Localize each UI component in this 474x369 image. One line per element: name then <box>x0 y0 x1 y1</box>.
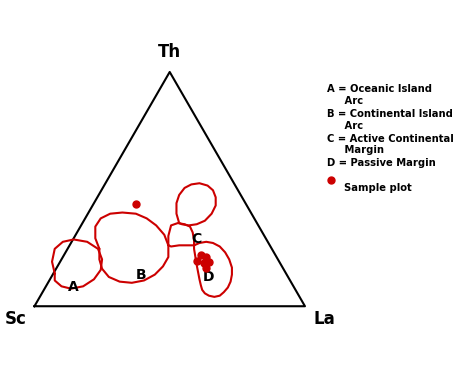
Text: B = Continental Island
     Arc: B = Continental Island Arc <box>327 109 453 131</box>
Text: Th: Th <box>158 43 181 61</box>
Point <box>200 260 207 266</box>
Text: C = Active Continental
     Margin: C = Active Continental Margin <box>327 134 453 155</box>
Point <box>205 259 213 265</box>
Text: A: A <box>68 280 79 294</box>
Text: D = Passive Margin: D = Passive Margin <box>327 158 435 168</box>
Text: C: C <box>191 232 202 246</box>
Point <box>328 177 335 183</box>
Text: D: D <box>203 270 215 284</box>
Text: Sc: Sc <box>4 310 27 328</box>
Point <box>202 254 210 260</box>
Point <box>193 258 201 263</box>
Point <box>202 265 210 270</box>
Point <box>197 252 205 258</box>
Point <box>132 201 140 207</box>
Text: Sample plot: Sample plot <box>344 183 412 193</box>
Text: A = Oceanic Island
     Arc: A = Oceanic Island Arc <box>327 85 432 106</box>
Text: B: B <box>136 268 146 282</box>
Text: La: La <box>313 310 335 328</box>
